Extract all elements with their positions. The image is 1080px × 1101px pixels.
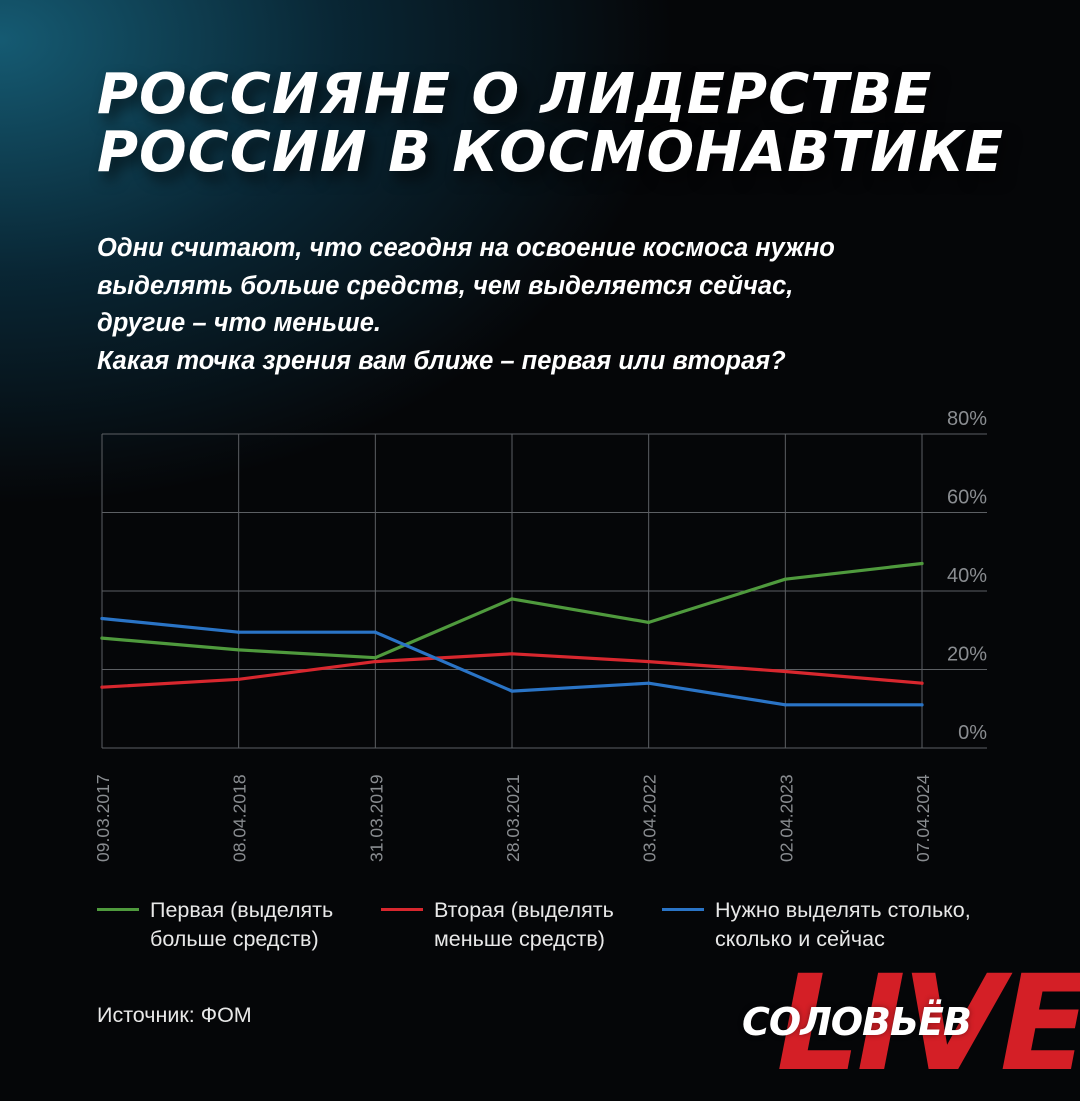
series-0-point-6 (920, 561, 924, 566)
series-0-point-1 (237, 648, 241, 652)
title-line-2: РОССИИ В КОСМОНАВТИКЕ (97, 120, 1005, 185)
question-line-2: выделять больше средств, чем выделяется … (97, 271, 794, 300)
chart-legend: Первая (выделять больше средств) Вторая … (0, 896, 1080, 966)
y-tick-label-4: 0% (958, 722, 987, 744)
title-line-1: РОССИЯНЕ О ЛИДЕРСТВЕ (97, 62, 933, 127)
survey-question: Одни считают, что сегодня на освоение ко… (97, 230, 997, 380)
legend-label-second-line-2: меньше средств) (434, 927, 605, 951)
source-note: Источник: ФОМ (97, 1003, 252, 1027)
series-2-point-1 (237, 630, 241, 634)
series-1-point-3 (510, 652, 514, 656)
x-tick-label-2: 31.03.2019 (366, 774, 386, 862)
legend-swatch-second (381, 908, 423, 911)
legend-label-first-line-1: Первая (выделять (150, 898, 334, 922)
y-tick-label-2: 40% (947, 565, 987, 587)
legend-item-second: Вторая (выделять меньше средств) (381, 896, 614, 954)
series-2-point-3 (510, 689, 514, 693)
legend-swatch-third (662, 908, 704, 911)
legend-swatch-first (97, 908, 139, 911)
legend-label-second-line-1: Вторая (выделять (434, 898, 614, 922)
series-1-point-4 (647, 660, 651, 664)
logo-live-text: LIVE (776, 947, 1080, 1101)
question-line-3: другие – что меньше. (97, 309, 381, 337)
legend-label-first-line-2: больше средств) (150, 927, 319, 951)
y-tick-label-1: 60% (947, 487, 987, 509)
page-title: РОССИЯНЕ О ЛИДЕРСТВЕ РОССИИ В КОСМОНАВТИ… (97, 66, 1017, 182)
legend-label-second: Вторая (выделять меньше средств) (434, 896, 614, 954)
series-1-point-5 (783, 669, 787, 674)
x-tick-label-4: 03.04.2022 (640, 774, 660, 862)
question-line-4: Какая точка зрения вам ближе – первая ил… (97, 346, 786, 375)
series-1-point-0 (100, 685, 104, 689)
x-tick-label-3: 28.03.2021 (503, 774, 523, 862)
series-0-point-2 (373, 656, 377, 660)
series-0-point-4 (647, 620, 651, 625)
legend-label-third-line-1: Нужно выделять столько, (715, 898, 971, 922)
legend-label-first: Первая (выделять больше средств) (150, 896, 333, 954)
brand-logo: LIVE СОЛОВЬЁВ (730, 958, 1080, 1090)
question-line-1: Одни считают, что сегодня на освоение ко… (97, 234, 835, 262)
series-2-point-4 (647, 681, 651, 685)
series-2-point-0 (100, 616, 104, 621)
series-2-point-6 (920, 703, 924, 707)
legend-item-third: Нужно выделять столько, сколько и сейчас (662, 896, 971, 954)
y-tick-label-3: 20% (947, 644, 987, 666)
x-tick-label-6: 07.04.2024 (913, 774, 933, 862)
y-tick-label-0: 80% (947, 408, 987, 430)
series-1-point-2 (373, 660, 377, 664)
logo-name-text: СОЛОВЬЁВ (742, 1000, 972, 1044)
series-1-point-1 (237, 677, 241, 681)
legend-label-third-line-2: сколько и сейчас (715, 927, 885, 951)
x-tick-label-0: 09.03.2017 (93, 774, 113, 862)
x-tick-label-5: 02.04.2023 (776, 774, 796, 862)
legend-item-first: Первая (выделять больше средств) (97, 896, 333, 954)
series-2-point-2 (373, 630, 377, 634)
series-0-point-0 (100, 636, 104, 640)
legend-label-third: Нужно выделять столько, сколько и сейчас (715, 896, 971, 954)
x-tick-label-1: 08.04.2018 (230, 774, 250, 862)
series-0-point-3 (510, 597, 514, 601)
series-1-point-6 (920, 681, 924, 685)
series-0-point-5 (783, 577, 787, 581)
series-2-point-5 (783, 703, 787, 707)
